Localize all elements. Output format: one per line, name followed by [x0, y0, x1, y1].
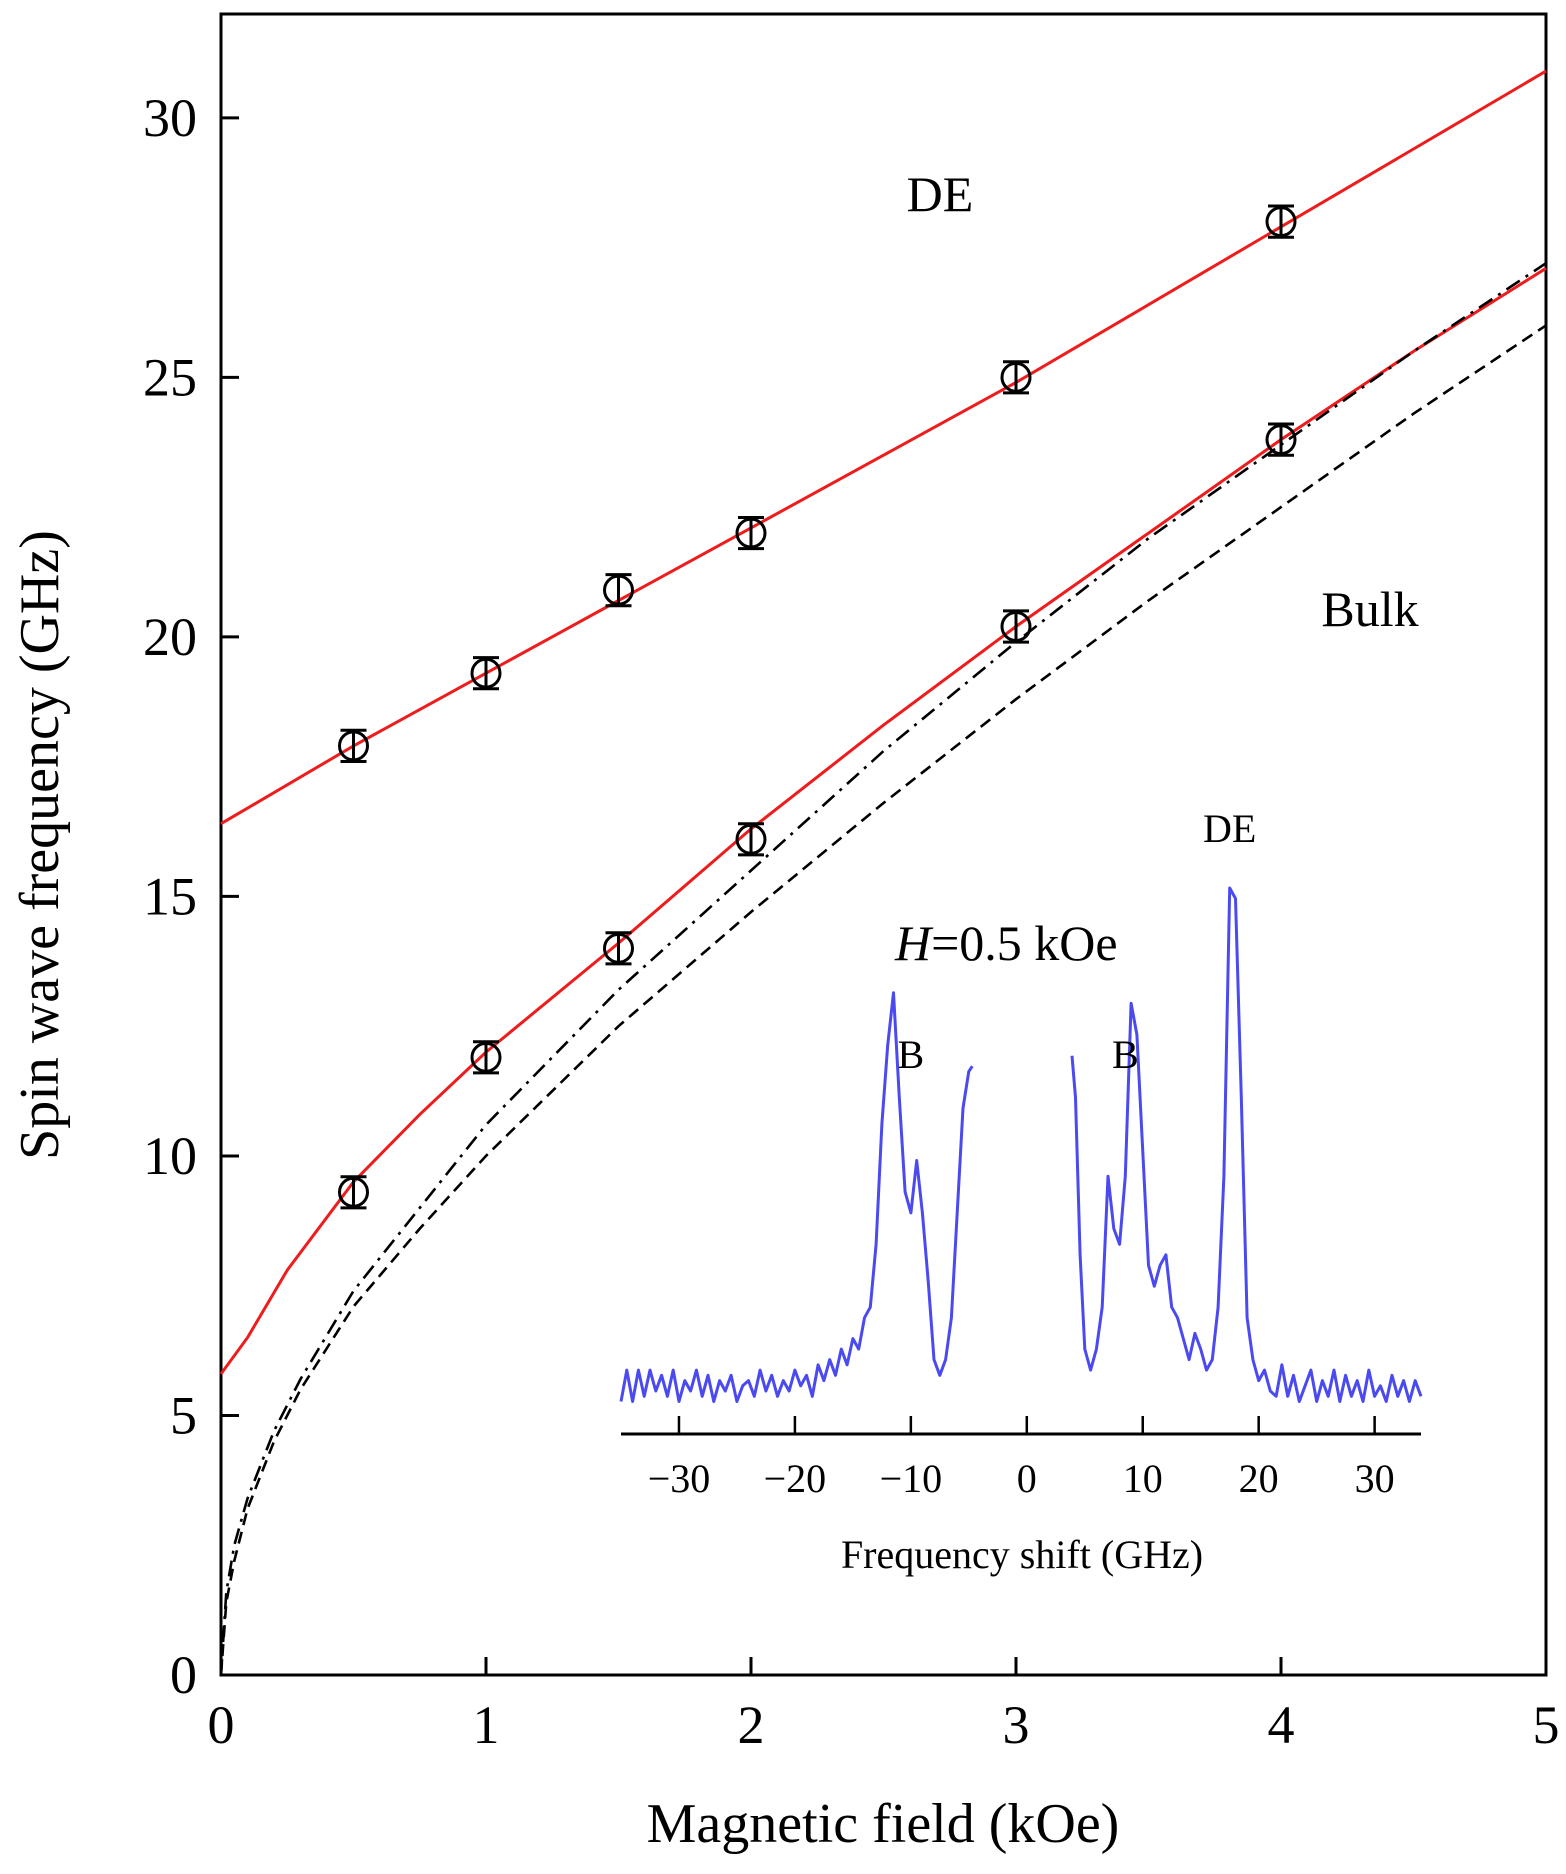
inset-spectrum-line-0	[619, 991, 974, 1403]
inset-x-tick-label: −10	[880, 1456, 943, 1501]
plot-frame	[219, 12, 1548, 1677]
data-point	[1265, 206, 1297, 238]
x-tick-label: 2	[738, 1695, 765, 1755]
data-point	[470, 1041, 502, 1073]
y-tick-label: 0	[170, 1645, 197, 1705]
de-annotation: DE	[907, 166, 974, 222]
inset-field-label: H=0.5 kOe	[894, 915, 1118, 971]
inset-peak-label: B	[898, 1032, 925, 1077]
inset-peak-label: DE	[1203, 806, 1256, 851]
y-tick-label: 15	[143, 866, 197, 926]
inset-peak-label: B	[1112, 1032, 1139, 1077]
data-point	[1000, 610, 1032, 642]
inset-spectrum-layer: −30 −20 −10 0 10 20 30 B B DE	[619, 806, 1423, 1501]
inset-x-tick-label: 20	[1239, 1456, 1279, 1501]
data-point	[1000, 361, 1032, 393]
inset-field-value: =0.5 kOe	[931, 915, 1118, 971]
data-point	[470, 657, 502, 689]
inset-field-variable: H	[894, 915, 934, 971]
y-axis-label: Spin wave frequency (GHz)	[9, 530, 71, 1160]
data-point	[338, 730, 369, 762]
inset-x-tick-label: −30	[648, 1456, 711, 1501]
inset-spectrum-line-1	[1070, 886, 1423, 1403]
y-tick-label: 5	[170, 1385, 197, 1445]
fit-curves-layer	[219, 69, 1547, 1676]
data-point	[735, 823, 767, 855]
x-tick-label: 0	[208, 1695, 235, 1755]
x-tick-label: 5	[1533, 1695, 1560, 1755]
data-point	[1265, 424, 1297, 456]
y-tick-label: 30	[143, 88, 197, 148]
y-tick-label: 10	[143, 1126, 197, 1186]
series-line-5	[219, 324, 1547, 1676]
inset-x-tick-label: 10	[1123, 1456, 1163, 1501]
y-tick-label: 25	[143, 347, 197, 407]
data-point	[735, 517, 767, 549]
x-tick-label: 1	[473, 1695, 500, 1755]
data-points-layer	[338, 204, 1297, 1210]
inset-x-tick-label: −20	[764, 1456, 827, 1501]
data-point	[603, 932, 634, 964]
main-ticks-layer: 0 1 2 3 4 5 0 5 10 15 20 25 30	[143, 88, 1560, 1755]
series-line-4	[219, 262, 1547, 1676]
inset-x-tick-label: 30	[1355, 1456, 1395, 1501]
x-axis-label: Magnetic field (kOe)	[647, 1793, 1120, 1855]
x-tick-label: 3	[1003, 1695, 1030, 1755]
y-tick-label: 20	[143, 607, 197, 667]
series-line-2	[220, 69, 1547, 825]
bulk-annotation: Bulk	[1321, 581, 1418, 637]
data-point	[603, 574, 634, 606]
x-tick-label: 4	[1268, 1695, 1295, 1755]
inset-x-axis-label: Frequency shift (GHz)	[841, 1532, 1203, 1577]
inset-x-tick-label: 0	[1017, 1456, 1037, 1501]
series-line-3	[219, 267, 1547, 1375]
data-point	[338, 1176, 369, 1208]
